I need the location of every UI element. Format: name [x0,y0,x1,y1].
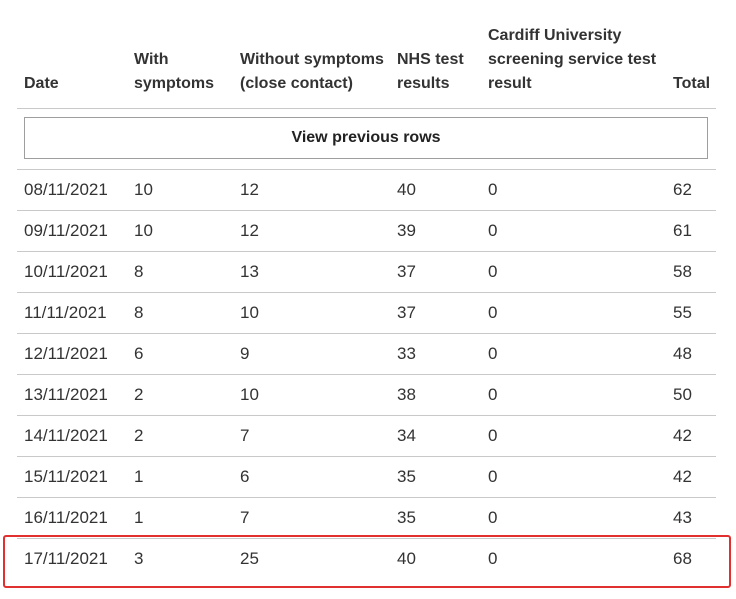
cell-with-symptoms: 10 [134,221,153,240]
cell-with-symptoms: 2 [134,385,144,404]
cell-cardiff: 0 [488,467,498,486]
cell-cardiff: 0 [488,303,498,322]
cell-nhs: 40 [397,180,416,199]
cell-nhs: 35 [397,508,416,527]
cell-date: 17/11/2021 [24,549,108,568]
cell-date: 13/11/2021 [24,385,108,404]
header-date: Date [24,72,59,96]
cell-nhs: 35 [397,467,416,486]
cell-without-symptoms: 13 [240,262,259,281]
cell-cardiff: 0 [488,180,498,199]
cell-date: 14/11/2021 [24,426,108,445]
cell-with-symptoms: 8 [134,262,144,281]
cell-total: 43 [673,508,692,527]
table-row: 15/11/2021 1 6 35 0 42 [17,457,716,498]
view-previous-container: View previous rows [17,109,716,170]
cell-total: 61 [673,221,692,240]
cell-nhs: 34 [397,426,416,445]
data-table: Date With symptoms Without symptoms (clo… [17,18,716,579]
header-cardiff: Cardiff University screening service tes… [488,24,656,96]
cell-total: 42 [673,467,692,486]
cell-total: 68 [673,549,692,568]
header-without-symptoms-line1: Without symptoms [240,51,384,68]
cell-with-symptoms: 1 [134,508,144,527]
view-previous-rows-button[interactable]: View previous rows [24,117,708,159]
cell-nhs: 37 [397,262,416,281]
cell-without-symptoms: 10 [240,303,259,322]
cell-with-symptoms: 8 [134,303,144,322]
table-row: 11/11/2021 8 10 37 0 55 [17,293,716,334]
header-with-symptoms-line1: With [134,51,169,68]
header-without-symptoms: Without symptoms (close contact) [240,48,384,96]
cell-date: 08/11/2021 [24,180,108,199]
cell-without-symptoms: 10 [240,385,259,404]
cell-with-symptoms: 6 [134,344,144,363]
header-nhs: NHS test results [397,48,464,96]
cell-total: 48 [673,344,692,363]
cell-cardiff: 0 [488,385,498,404]
cell-cardiff: 0 [488,426,498,445]
cell-cardiff: 0 [488,508,498,527]
header-cardiff-line1: Cardiff University [488,27,622,44]
cell-with-symptoms: 3 [134,549,144,568]
cell-date: 12/11/2021 [24,344,108,363]
cell-total: 55 [673,303,692,322]
header-cardiff-line2: screening service test [488,51,657,68]
cell-without-symptoms: 7 [240,426,250,445]
cell-without-symptoms: 12 [240,221,259,240]
cell-cardiff: 0 [488,262,498,281]
cell-total: 50 [673,385,692,404]
table-row: 09/11/2021 10 12 39 0 61 [17,211,716,252]
table-row: 10/11/2021 8 13 37 0 58 [17,252,716,293]
cell-nhs: 38 [397,385,416,404]
table-row: 17/11/2021 3 25 40 0 68 [17,539,716,579]
cell-date: 15/11/2021 [24,467,108,486]
cell-cardiff: 0 [488,221,498,240]
header-with-symptoms: With symptoms [134,48,214,96]
table-body: 08/11/2021 10 12 40 0 62 09/11/2021 10 12 39 0 61 10… [17,170,716,579]
header-nhs-line1: NHS test [397,51,464,68]
cell-date: 11/11/2021 [24,303,107,322]
cell-without-symptoms: 6 [240,467,250,486]
cell-without-symptoms: 7 [240,508,250,527]
cell-nhs: 39 [397,221,416,240]
header-date-label: Date [24,75,59,92]
header-total-label: Total [673,75,711,92]
cell-total: 42 [673,426,692,445]
cell-without-symptoms: 9 [240,344,250,363]
cell-nhs: 33 [397,344,416,363]
header-with-symptoms-line2: symptoms [134,75,215,92]
table-row: 14/11/2021 2 7 34 0 42 [17,416,716,457]
cell-date: 10/11/2021 [24,262,108,281]
cell-with-symptoms: 2 [134,426,144,445]
table-header: Date With symptoms Without symptoms (clo… [17,18,716,109]
cell-with-symptoms: 1 [134,467,144,486]
cell-total: 58 [673,262,692,281]
header-nhs-line2: results [397,75,450,92]
cell-nhs: 40 [397,549,416,568]
header-without-symptoms-line2: (close contact) [240,75,353,92]
table-row: 16/11/2021 1 7 35 0 43 [17,498,716,539]
cell-total: 62 [673,180,692,199]
cell-with-symptoms: 10 [134,180,153,199]
cell-without-symptoms: 25 [240,549,259,568]
cell-nhs: 37 [397,303,416,322]
cell-cardiff: 0 [488,344,498,363]
header-total: Total [673,72,710,96]
table-row: 12/11/2021 6 9 33 0 48 [17,334,716,375]
header-cardiff-line3: result [488,75,532,92]
cell-date: 09/11/2021 [24,221,108,240]
cell-without-symptoms: 12 [240,180,259,199]
cell-cardiff: 0 [488,549,498,568]
cell-date: 16/11/2021 [24,508,108,527]
table-row: 08/11/2021 10 12 40 0 62 [17,170,716,211]
table-row: 13/11/2021 2 10 38 0 50 [17,375,716,416]
